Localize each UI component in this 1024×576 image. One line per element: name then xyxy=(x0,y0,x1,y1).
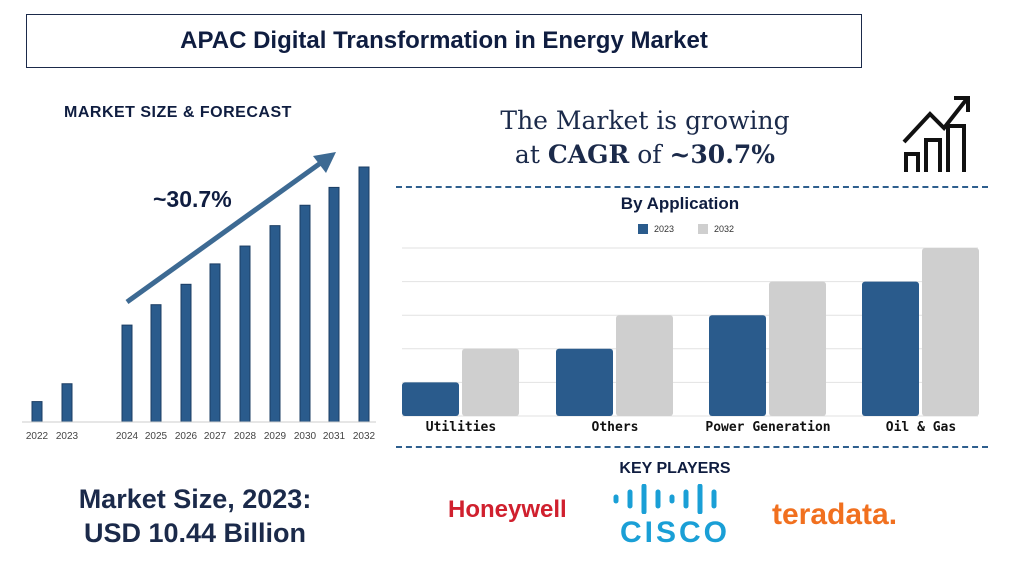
legend-2023: 2023 xyxy=(638,224,674,234)
bar-2032 xyxy=(358,166,370,423)
legend-label: 2023 xyxy=(654,224,675,234)
bar-2022 xyxy=(31,401,43,423)
bar-oil-gas-2023 xyxy=(862,281,919,416)
market-size-heading: MARKET SIZE & FORECAST xyxy=(64,104,292,121)
market-size-line1: Market Size, 2023: xyxy=(78,484,312,514)
cisco-logo: CISCO xyxy=(620,516,731,549)
year-label: 2027 xyxy=(203,431,227,442)
cagr-line1: The Market is growing xyxy=(500,106,790,135)
cagr-of: of xyxy=(637,140,662,169)
legend-2032: 2032 xyxy=(698,224,734,234)
bar-2029 xyxy=(269,225,281,423)
year-label: 2022 xyxy=(25,431,49,442)
key-players-heading: KEY PLAYERS xyxy=(619,460,731,477)
cisco-bars-icon xyxy=(612,483,722,519)
market-size-text: Market Size, 2023: USD 10.44 Billion xyxy=(30,482,360,550)
bar-2025 xyxy=(150,304,162,423)
year-label: 2026 xyxy=(174,431,198,442)
cagr-label: CAGR xyxy=(547,140,630,169)
market-size-value: USD 10.44 Billion xyxy=(83,518,307,548)
bar-oil-gas-2032 xyxy=(922,248,979,416)
bar-others-2032 xyxy=(616,315,673,416)
year-label: 2031 xyxy=(322,431,346,442)
category-label: Others xyxy=(591,420,639,435)
cagr-annotation: ~30.7% xyxy=(153,186,232,212)
divider xyxy=(396,186,988,188)
category-label: Utilities xyxy=(425,420,497,435)
trend-arrow xyxy=(125,152,336,305)
bar-utilities-2032 xyxy=(462,348,519,416)
legend-label: 2032 xyxy=(714,224,735,234)
cagr-value: ~30.7% xyxy=(669,140,776,169)
bar-2031 xyxy=(328,186,340,423)
year-label: 2032 xyxy=(352,431,376,442)
divider xyxy=(396,446,988,448)
application-chart-title: By Application xyxy=(620,194,740,213)
year-label: 2024 xyxy=(115,431,139,442)
bar-power-generation-2023 xyxy=(709,315,766,416)
bar-2023 xyxy=(61,383,73,423)
teradata-logo: teradata. xyxy=(772,498,898,531)
bar-utilities-2023 xyxy=(402,382,459,416)
category-label: Oil & Gas xyxy=(885,420,957,435)
bar-2028 xyxy=(239,245,251,423)
bar-2026 xyxy=(180,283,192,423)
growth-chart-icon xyxy=(902,96,970,172)
bar-power-generation-2032 xyxy=(769,281,826,416)
category-label: Power Generation xyxy=(705,420,831,435)
cagr-at: at xyxy=(514,140,540,169)
year-label: 2029 xyxy=(263,431,287,442)
cagr-statement: The Market is growing at CAGR of ~30.7% xyxy=(460,104,830,172)
year-label: 2025 xyxy=(144,431,168,442)
year-label: 2030 xyxy=(293,431,317,442)
bar-others-2023 xyxy=(556,348,613,416)
page-title: APAC Digital Transformation in Energy Ma… xyxy=(26,14,862,68)
honeywell-logo: Honeywell xyxy=(448,496,567,523)
bar-2024 xyxy=(121,324,133,423)
bar-2030 xyxy=(299,204,311,423)
year-label: 2028 xyxy=(233,431,257,442)
bar-2027 xyxy=(209,263,221,423)
year-label: 2023 xyxy=(55,431,79,442)
